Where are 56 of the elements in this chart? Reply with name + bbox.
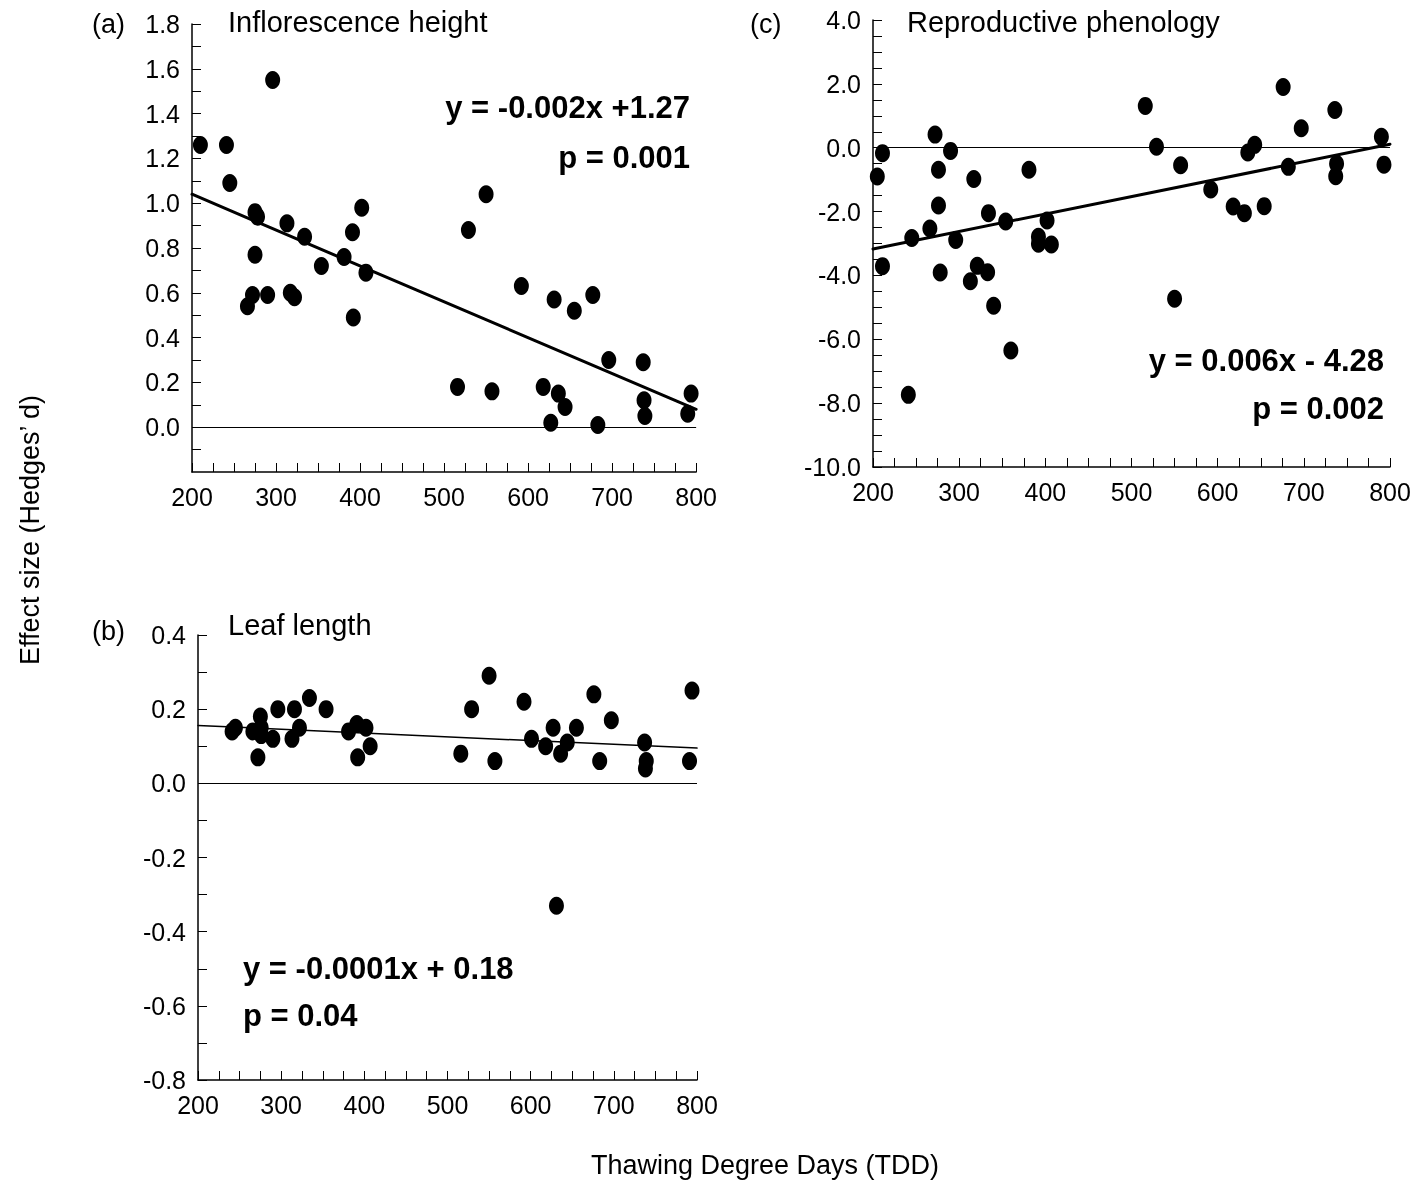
y-tick-label: 0.0 — [145, 413, 180, 442]
x-tick-label: 700 — [592, 1090, 635, 1119]
x-tick-label: 300 — [255, 482, 297, 511]
chart-title: Inflorescence height — [228, 5, 488, 38]
y-tick-label: 1.6 — [145, 54, 180, 83]
annotation: p = 0.002 — [1252, 390, 1384, 426]
y-tick-label: 0.6 — [145, 278, 180, 307]
y-tick-label: -0.2 — [142, 843, 186, 872]
x-tick-label: 400 — [343, 1090, 386, 1119]
y-tick-label: 0.0 — [151, 769, 186, 798]
y-tick-label: 0.0 — [826, 133, 861, 162]
y-axis-title: Effect size (Hedges’ d) — [14, 394, 46, 666]
x-tick-label: 800 — [675, 482, 717, 511]
y-tick-label: 1.0 — [145, 189, 180, 218]
x-tick-label: 500 — [1110, 477, 1153, 506]
x-tick-label: 800 — [1369, 477, 1411, 506]
y-tick-label: 4.0 — [826, 6, 861, 34]
x-tick-label: 300 — [260, 1090, 303, 1119]
text: (a) — [92, 9, 125, 39]
x-tick-label: 500 — [426, 1090, 469, 1119]
y-tick-label: 0.4 — [145, 323, 181, 352]
text: (c) — [750, 9, 782, 39]
y-tick-label: 0.8 — [145, 234, 180, 262]
y-tick-label: -6.0 — [817, 325, 861, 354]
y-tick-label: 0.2 — [151, 695, 186, 724]
y-tick-label: 0.2 — [145, 368, 180, 397]
y-tick-label: 1.2 — [145, 144, 180, 173]
y-tick-label: -8.0 — [817, 389, 861, 418]
x-tick-label: 700 — [1282, 477, 1325, 506]
x-tick-label: 200 — [171, 482, 213, 511]
x-axis-title: Thawing Degree Days (TDD) — [590, 1150, 940, 1180]
x-tick-label: 400 — [1024, 477, 1067, 506]
chart-title: Leaf length — [228, 608, 372, 641]
x-tick-label: 600 — [507, 482, 549, 511]
x-tick-label: 600 — [509, 1090, 552, 1119]
y-tick-label: -0.6 — [142, 991, 186, 1020]
y-tick-label: 0.4 — [151, 621, 187, 649]
annotation: y = -0.002x +1.27 — [445, 89, 690, 125]
annotation: p = 0.001 — [558, 139, 690, 175]
x-tick-label: 800 — [676, 1090, 718, 1119]
chart-title: Reproductive phenology — [907, 5, 1221, 38]
annotation: y = -0.0001x + 0.18 — [243, 950, 514, 986]
y-tick-label: 1.8 — [145, 10, 180, 38]
x-tick-label: 700 — [591, 482, 633, 511]
x-tick-label: 400 — [339, 482, 381, 511]
x-tick-label: 300 — [938, 477, 981, 506]
y-tick-label: -2.0 — [817, 197, 861, 226]
y-tick-label: 1.4 — [145, 99, 181, 128]
text: (b) — [92, 616, 125, 646]
y-tick-label: 2.0 — [826, 69, 861, 98]
y-tick-label: -0.4 — [142, 917, 187, 946]
y-tick-label: -4.0 — [817, 261, 861, 290]
x-tick-label: 500 — [423, 482, 465, 511]
annotation: y = 0.006x - 4.28 — [1148, 342, 1384, 378]
annotation: p = 0.04 — [243, 997, 359, 1033]
x-tick-label: 600 — [1196, 477, 1239, 506]
